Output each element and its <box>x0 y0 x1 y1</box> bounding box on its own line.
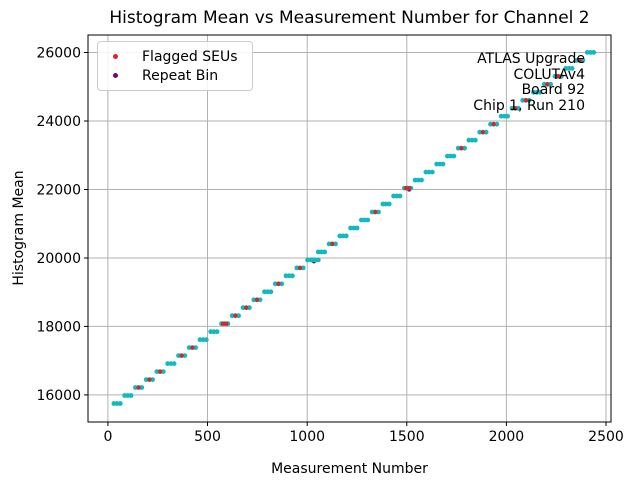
svg-text:20000: 20000 <box>36 251 81 267</box>
svg-text:18000: 18000 <box>36 319 81 335</box>
svg-text:16000: 16000 <box>36 388 81 404</box>
legend-label: Flagged SEUs <box>142 48 238 65</box>
flagged-seus-marker-icon <box>113 54 118 59</box>
y-axis-label: Histogram Mean <box>11 170 27 286</box>
annotation-line: Chip 1, Run 210 <box>473 97 585 114</box>
legend: Flagged SEUs Repeat Bin <box>97 41 253 91</box>
svg-text:1500: 1500 <box>389 429 425 445</box>
annotation-line: COLUTAv4 <box>513 66 585 83</box>
svg-text:22000: 22000 <box>36 183 81 199</box>
repeat-bin-marker-icon <box>113 73 118 78</box>
annotation-line: Board 92 <box>521 82 585 98</box>
svg-text:500: 500 <box>194 429 221 445</box>
svg-text:26000: 26000 <box>36 46 81 62</box>
annotation-block: ATLAS Upgrade COLUTAv4 Board 92 Chip 1, … <box>473 51 585 114</box>
x-axis-label: Measurement Number <box>271 461 428 477</box>
svg-text:0: 0 <box>103 429 112 445</box>
svg-text:2500: 2500 <box>588 429 624 445</box>
legend-label: Repeat Bin <box>142 67 219 84</box>
legend-item-flagged-seus: Flagged SEUs <box>113 47 238 66</box>
legend-item-repeat-bin: Repeat Bin <box>113 66 238 85</box>
chart-title: Histogram Mean vs Measurement Number for… <box>109 8 590 28</box>
svg-text:1000: 1000 <box>289 429 325 445</box>
svg-text:2000: 2000 <box>489 429 525 445</box>
svg-text:24000: 24000 <box>36 114 81 130</box>
annotation-line: ATLAS Upgrade <box>477 51 585 67</box>
